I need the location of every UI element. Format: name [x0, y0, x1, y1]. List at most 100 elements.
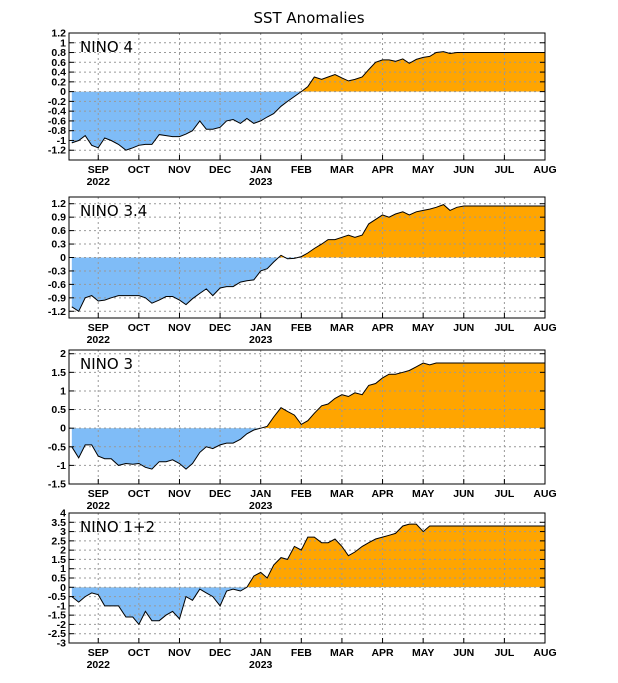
x-tick-label: NOV: [168, 164, 191, 176]
positive-anomaly-area: [246, 524, 545, 588]
y-tick-label: 0.9: [51, 212, 66, 224]
y-tick-label: 0: [60, 252, 66, 264]
y-tick-label: -1: [57, 600, 66, 612]
y-tick-label: 1: [60, 37, 66, 49]
x-tick-label: AUG: [533, 647, 556, 659]
y-tick-label: -1: [57, 135, 66, 147]
panel-label: NINO 1+2: [80, 518, 155, 536]
y-tick-label: -1.5: [48, 479, 66, 491]
positive-anomaly-area: [71, 204, 545, 258]
x-tick-label: JAN: [250, 488, 271, 500]
x-tick-label: AUG: [533, 488, 556, 500]
x-tick-label: MAR: [330, 322, 354, 334]
figure-title: SST Anomalies: [253, 9, 364, 27]
y-tick-label: -0.9: [48, 292, 66, 304]
x-tick-label: JAN: [250, 647, 271, 659]
anomaly-line: [71, 523, 545, 626]
x-tick-label: OCT: [128, 488, 151, 500]
panel-1: -1.2-1-0.8-0.6-0.4-0.200.20.40.60.811.2 S…: [48, 28, 557, 189]
plot-area: [69, 197, 545, 318]
x-year-label: 2023: [249, 176, 273, 188]
y-tick-label: -0.8: [48, 125, 66, 137]
x-year-label: 2023: [249, 659, 273, 671]
x-tick-label: MAY: [412, 488, 434, 500]
x-tick-label: JUN: [453, 164, 474, 176]
x-tick-label: JUN: [453, 647, 474, 659]
y-tick-label: 0: [60, 423, 66, 435]
x-tick-label: DEC: [209, 164, 232, 176]
y-tick-label: 0.5: [51, 573, 66, 585]
y-tick-label: -0.6: [48, 279, 66, 291]
panel-2: -1.2 -0.9-0.6 -0.300.3 0.60.9 1.2 SEP OCT NOV DE…: [48, 196, 557, 346]
x-tick-label: DEC: [209, 322, 232, 334]
x-tick-label: DEC: [209, 488, 232, 500]
y-tick-label: 0.4: [51, 67, 66, 79]
panels: -1.2-1-0.8-0.6-0.4-0.200.20.40.60.811.2S…: [48, 28, 557, 672]
anomaly-line: [71, 362, 545, 470]
x-tick-label: JAN: [250, 322, 271, 334]
y-tick-label: 2.5: [51, 535, 66, 547]
x-tick-label: SEP: [88, 647, 109, 659]
y-tick-label: 2: [60, 348, 66, 360]
panel-label: NINO 4: [80, 38, 133, 56]
x-tick-label: NOV: [168, 322, 191, 334]
y-tick-label: -1.5: [48, 610, 66, 622]
x-tick-label: FEB: [291, 488, 312, 500]
y-tick-label: -1.2: [48, 306, 66, 318]
x-tick-label: APR: [371, 647, 394, 659]
y-tick-label: 1: [60, 563, 66, 575]
plot-area: [69, 33, 545, 160]
x-tick-label: JUL: [494, 488, 514, 500]
x-tick-label: FEB: [291, 647, 312, 659]
plot-area: [69, 513, 545, 643]
y-tick-label: 0: [60, 582, 66, 594]
y-tick-label: -0.2: [48, 96, 66, 108]
x-tick-label: JUL: [494, 164, 514, 176]
x-tick-label: SEP: [88, 488, 109, 500]
x-tick-label: FEB: [291, 322, 312, 334]
y-tick-label: 0.6: [51, 57, 66, 69]
panel-label: NINO 3.4: [80, 202, 147, 220]
y-tick-label: -1.2: [48, 145, 66, 157]
y-tick-label: 1.5: [51, 367, 66, 379]
x-tick-label: MAR: [330, 164, 354, 176]
y-tick-label: 1.2: [51, 198, 66, 210]
x-year-label: 2022: [87, 659, 111, 671]
x-tick-label: NOV: [168, 647, 191, 659]
y-tick-label: 0.8: [51, 47, 66, 59]
y-tick-label: 1.5: [51, 554, 66, 566]
y-tick-label: 0.3: [51, 239, 66, 251]
negative-anomaly-area: [71, 428, 545, 470]
plot-frame: [68, 32, 546, 161]
x-year-label: 2022: [87, 500, 111, 512]
x-tick-label: SEP: [88, 164, 109, 176]
x-tick-label: MAY: [412, 322, 434, 334]
x-year-label: 2023: [249, 500, 273, 512]
y-tick-label: 3.5: [51, 517, 66, 529]
x-tick-label: APR: [371, 164, 394, 176]
x-year-label: 2023: [249, 334, 273, 346]
x-tick-label: APR: [371, 488, 394, 500]
x-tick-label: AUG: [533, 322, 556, 334]
y-tick-label: 1.2: [51, 28, 66, 40]
anomaly-line: [71, 51, 545, 151]
x-tick-label: JUN: [453, 322, 474, 334]
anomaly-line: [71, 204, 545, 313]
y-tick-label: 0.5: [51, 404, 66, 416]
x-tick-label: JUL: [494, 647, 514, 659]
y-tick-label: 0.2: [51, 76, 66, 88]
x-tick-label: MAR: [330, 488, 354, 500]
x-tick-label: FEB: [291, 164, 312, 176]
y-tick-label: 2: [60, 545, 66, 557]
x-year-label: 2022: [87, 334, 111, 346]
plot-frame: [68, 349, 546, 485]
y-tick-label: 4: [60, 508, 66, 520]
negative-anomaly-area: [71, 91, 545, 151]
y-tick-label: -0.5: [48, 591, 66, 603]
y-tick-label: -0.5: [48, 441, 66, 453]
y-tick-label: 0.6: [51, 225, 66, 237]
x-tick-label: MAR: [330, 647, 354, 659]
panel-4: -3-2.5-2-1.5-1-0.500.511.522.533.54 SEP OC…: [48, 508, 557, 672]
x-tick-label: OCT: [128, 322, 151, 334]
